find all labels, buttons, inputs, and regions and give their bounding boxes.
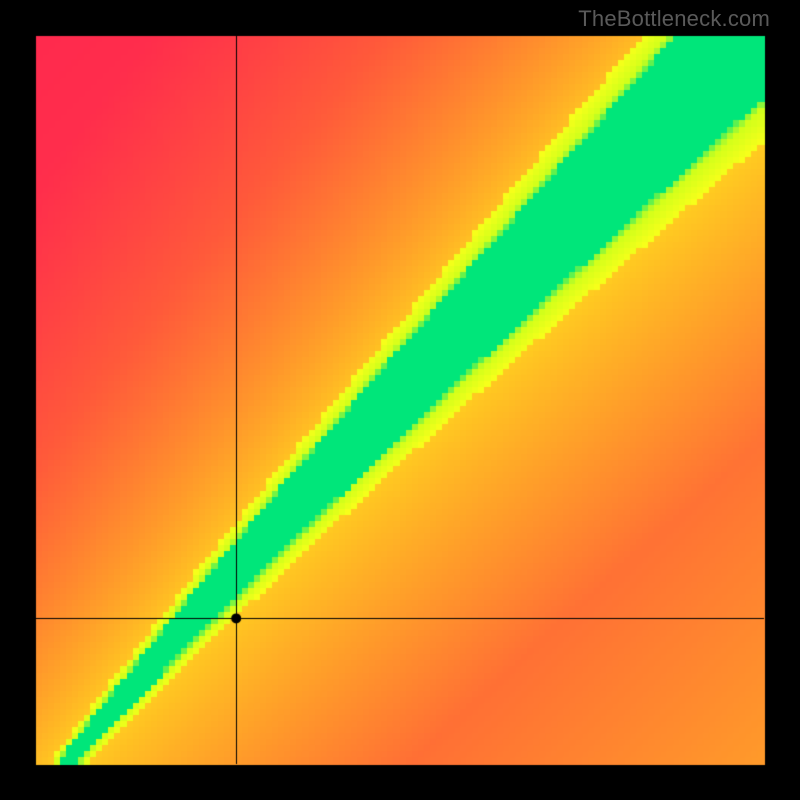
bottleneck-heatmap	[0, 0, 800, 800]
watermark-text: TheBottleneck.com	[578, 6, 770, 32]
